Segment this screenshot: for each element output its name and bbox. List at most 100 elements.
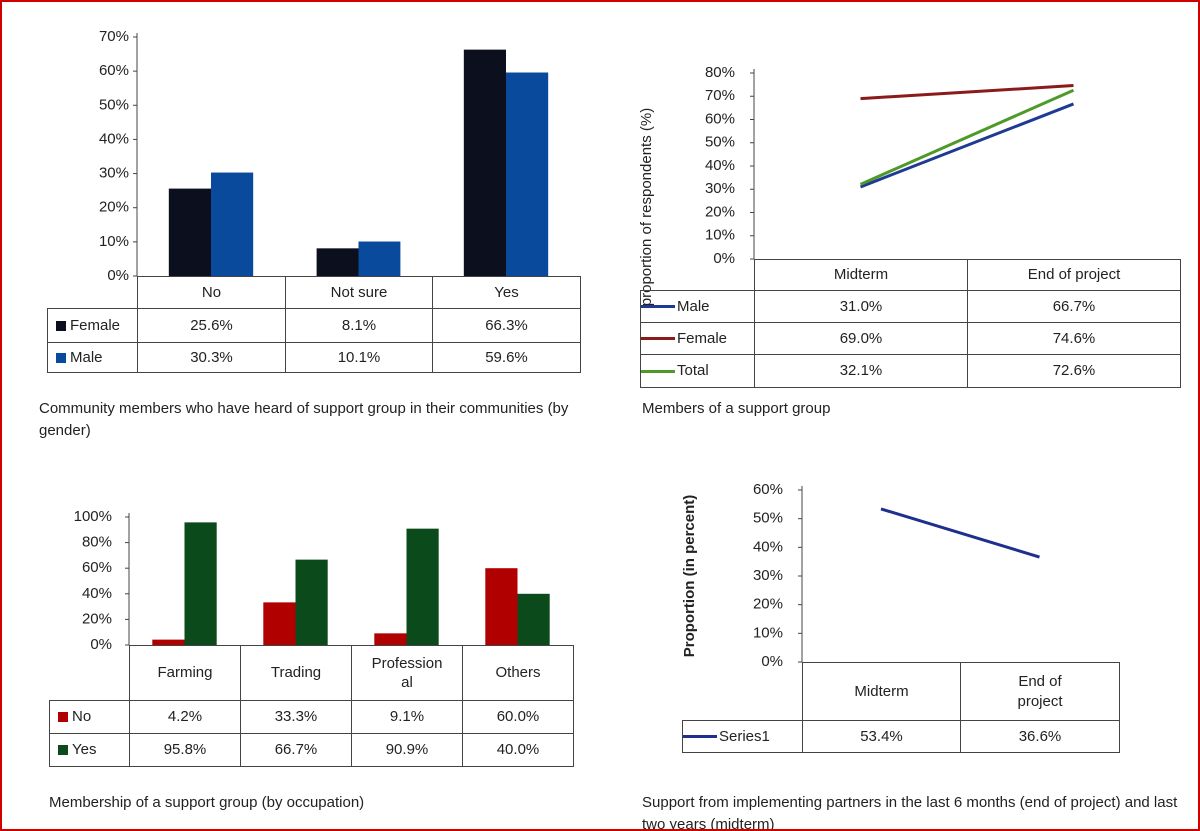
table-header-text: End of project	[1017, 673, 1063, 710]
table-value: 9.1%	[351, 700, 463, 734]
bar	[184, 522, 217, 645]
legend-swatch	[58, 712, 68, 722]
table-value-text: 90.9%	[385, 741, 429, 759]
table-value-text: 25.6%	[190, 316, 233, 334]
table-value-text: 74.6%	[1052, 329, 1096, 347]
table-value-text: 66.7%	[274, 741, 318, 759]
table-header-text: Farming	[157, 664, 213, 682]
table-header: Midterm	[754, 259, 968, 291]
y-tick-label: 50%	[99, 96, 129, 113]
line	[859, 88, 1075, 186]
legend-entry: Male	[640, 290, 755, 323]
legend-swatch	[683, 735, 717, 738]
y-tick-label: 30%	[753, 567, 783, 584]
table-value: 10.1%	[285, 342, 433, 373]
table-header-text: Midterm	[833, 266, 889, 284]
legend-label: Total	[677, 362, 709, 380]
bar	[211, 172, 254, 276]
y-tick-label: 0%	[761, 653, 783, 670]
bar	[316, 248, 359, 276]
table-header-text: Trading	[270, 664, 322, 682]
table-value: 72.6%	[967, 354, 1181, 388]
y-axis-label: Proportion (in percent)	[681, 495, 698, 658]
caption-text: Support from implementing partners in th…	[642, 794, 1178, 831]
table-value-text: 60.0%	[496, 708, 540, 726]
legend-entry: Total	[640, 354, 755, 388]
legend-entry: Male	[47, 342, 138, 373]
legend-label: Male	[70, 348, 103, 366]
bar	[152, 639, 185, 645]
table-value: 32.1%	[754, 354, 968, 388]
table-value-text: 10.1%	[337, 348, 381, 366]
line	[860, 84, 1074, 101]
y-axis-label: proportion of respondents (%)	[638, 108, 655, 306]
y-tick-label: 0%	[107, 267, 129, 284]
table-value: 31.0%	[754, 290, 968, 323]
legend-label: Female	[677, 329, 728, 347]
table-value-text: 9.1%	[389, 708, 425, 726]
table-header: No	[137, 276, 286, 309]
table-value-text: 40.0%	[496, 741, 540, 759]
y-tick-label: 60%	[705, 110, 735, 127]
table-value-text: 59.6%	[485, 348, 528, 366]
table-value: 53.4%	[802, 720, 961, 753]
y-tick-label: 40%	[99, 130, 129, 147]
table-value: 90.9%	[351, 733, 463, 767]
bar	[263, 602, 296, 645]
table-value: 66.7%	[967, 290, 1181, 323]
y-tick-label: 40%	[753, 538, 783, 555]
y-tick-label: 80%	[705, 64, 735, 81]
bar	[358, 241, 401, 276]
legend-entry: Series1	[682, 720, 803, 753]
legend-swatch	[56, 320, 66, 331]
table-header: End of project	[967, 259, 1181, 291]
table-value-text: 33.3%	[274, 708, 318, 726]
y-tick-label: 60%	[99, 62, 129, 79]
table-header: End of project	[960, 662, 1120, 721]
table-header: Midterm	[802, 662, 961, 721]
table-value: 4.2%	[129, 700, 241, 734]
y-tick-label: 60%	[753, 481, 783, 498]
legend-entry: Female	[47, 308, 138, 343]
caption-text: Membership of a support group (by occupa…	[49, 794, 365, 811]
table-header: Yes	[432, 276, 581, 309]
table-header-text: End of project	[1027, 266, 1121, 284]
table-value-text: 72.6%	[1052, 362, 1096, 380]
caption: Community members who have heard of supp…	[39, 398, 579, 442]
table-value-text: 95.8%	[163, 741, 207, 759]
bar	[374, 633, 407, 645]
y-tick-label: 70%	[705, 87, 735, 104]
y-tick-label: 50%	[705, 134, 735, 151]
table-value-text: 32.1%	[839, 362, 883, 380]
y-tick-label: 20%	[99, 199, 129, 216]
table-value: 36.6%	[960, 720, 1120, 753]
legend-swatch	[641, 337, 675, 340]
y-tick-label: 10%	[705, 227, 735, 244]
y-tick-label: 40%	[705, 157, 735, 174]
table-header: Not sure	[285, 276, 433, 309]
table-value: 74.6%	[967, 322, 1181, 355]
line	[880, 507, 1040, 559]
y-tick-label: 100%	[74, 508, 112, 525]
table-value: 40.0%	[462, 733, 574, 767]
table-header: Others	[462, 645, 574, 701]
table-header-text: No	[201, 283, 222, 301]
table-value: 66.7%	[240, 733, 352, 767]
y-tick-label: 70%	[99, 28, 129, 45]
y-tick-label: 20%	[82, 610, 112, 627]
table-header: Professional	[351, 645, 463, 701]
table-header-text: Not sure	[330, 283, 388, 301]
y-tick-label: 30%	[705, 180, 735, 197]
table-value: 60.0%	[462, 700, 574, 734]
table-value-text: 66.3%	[485, 316, 528, 334]
legend-entry: Yes	[49, 733, 130, 767]
legend-entry: No	[49, 700, 130, 734]
caption-text: Members of a support group	[642, 400, 831, 417]
y-tick-label: 10%	[99, 233, 129, 250]
legend-swatch	[56, 352, 66, 363]
bar	[295, 559, 328, 645]
caption: Support from implementing partners in th…	[642, 792, 1192, 831]
table-value: 66.3%	[432, 308, 581, 343]
